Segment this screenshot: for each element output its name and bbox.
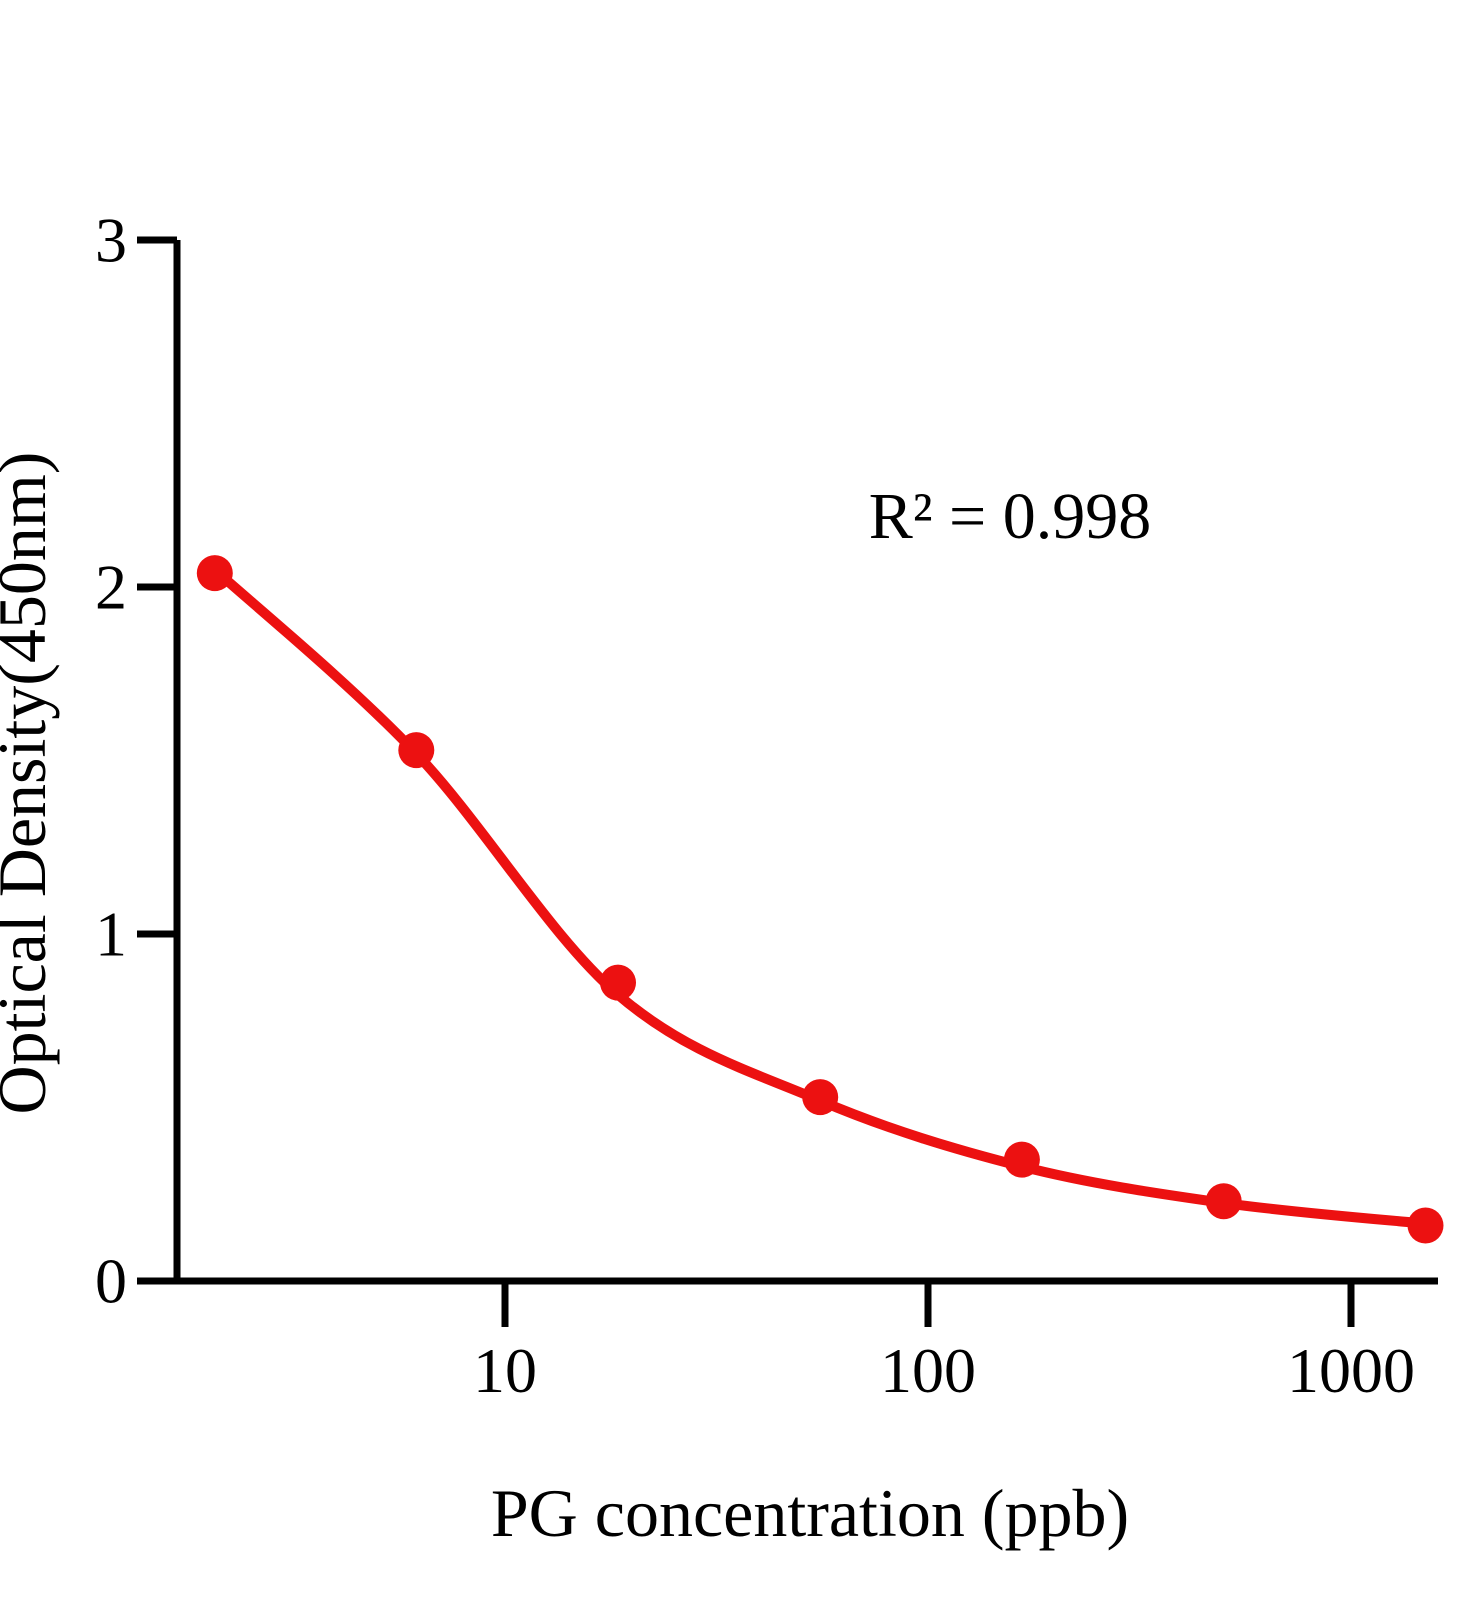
y-tick-label: 1: [95, 899, 127, 970]
axes: [137, 236, 1438, 1327]
y-axis-title: Optical Density(450nm): [0, 452, 60, 1115]
data-point: [600, 964, 636, 1001]
fit-curve: [209, 564, 1431, 1229]
data-points: [196, 555, 1444, 1244]
data-point: [1407, 1207, 1444, 1244]
data-point: [196, 555, 233, 592]
x-axis-title: PG concentration (ppb): [491, 1475, 1129, 1551]
axis-lines: [137, 236, 1438, 1327]
data-point: [1205, 1183, 1242, 1220]
data-point: [398, 732, 435, 769]
y-tick-label: 0: [95, 1246, 127, 1317]
x-tick-label: 100: [880, 1335, 976, 1406]
tick-labels: 0 1 2 3 10 100 1000: [95, 205, 1415, 1407]
r-squared-annotation: R² = 0.998: [869, 480, 1152, 553]
data-point: [802, 1079, 839, 1116]
data-point: [1003, 1141, 1040, 1178]
y-tick-label: 3: [95, 205, 127, 276]
fit-curve-path: [209, 564, 1431, 1229]
x-tick-label: 1000: [1287, 1335, 1415, 1406]
x-tick-label: 10: [473, 1335, 537, 1406]
y-tick-label: 2: [95, 552, 127, 623]
